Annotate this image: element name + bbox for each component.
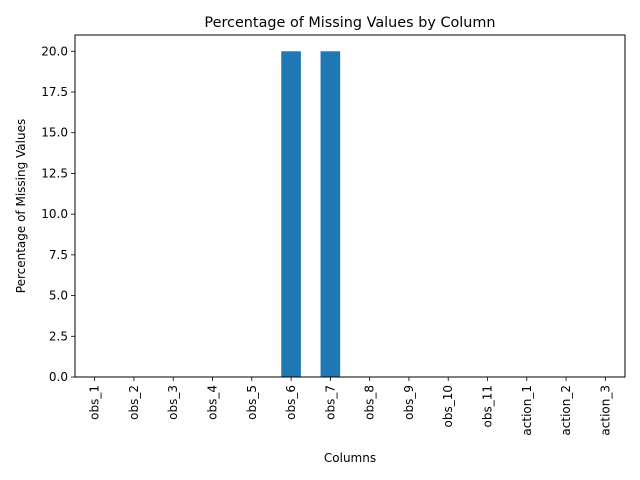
y-axis-label: Percentage of Missing Values bbox=[14, 119, 28, 293]
x-tick-label: action_1 bbox=[520, 385, 534, 436]
y-tick-label: 10.0 bbox=[41, 207, 68, 221]
y-tick-label: 15.0 bbox=[41, 126, 68, 140]
bar-obs_6 bbox=[281, 51, 301, 377]
y-tick-label: 2.5 bbox=[49, 329, 68, 343]
bar-obs_7 bbox=[320, 51, 341, 377]
x-tick-label: obs_7 bbox=[323, 385, 337, 420]
bars-group bbox=[281, 51, 341, 377]
x-tick-label: obs_2 bbox=[127, 385, 141, 420]
y-tick-label: 0.0 bbox=[49, 370, 68, 384]
x-tick-label: obs_1 bbox=[88, 385, 102, 420]
y-tick-label: 12.5 bbox=[41, 166, 68, 180]
x-tick-label: obs_4 bbox=[206, 385, 220, 420]
y-axis-ticks: 0.0 2.5 5.0 7.5 10.0 12.5 15.0 17.5 20.0 bbox=[41, 44, 75, 384]
y-tick-label: 5.0 bbox=[49, 289, 68, 303]
x-tick-label: obs_8 bbox=[363, 385, 377, 420]
y-tick-label: 17.5 bbox=[41, 85, 68, 99]
x-tick-label: action_2 bbox=[559, 385, 573, 436]
x-tick-label: obs_11 bbox=[481, 385, 495, 427]
x-tick-label: obs_5 bbox=[245, 385, 259, 420]
x-tick-label: obs_9 bbox=[402, 385, 416, 420]
x-tick-label: action_3 bbox=[598, 385, 612, 436]
x-axis-ticks: obs_1 obs_2 obs_3 obs_4 obs_5 obs_6 obs_7 obs_8… bbox=[88, 377, 612, 436]
x-tick-label: obs_10 bbox=[441, 385, 455, 427]
x-axis-label: Columns bbox=[324, 451, 376, 465]
x-tick-label: obs_3 bbox=[166, 385, 180, 420]
y-tick-label: 20.0 bbox=[41, 44, 68, 58]
chart-title: Percentage of Missing Values by Column bbox=[204, 15, 495, 31]
y-tick-label: 7.5 bbox=[49, 248, 68, 262]
plot-frame bbox=[74, 34, 626, 378]
x-tick-label: obs_6 bbox=[284, 385, 298, 420]
